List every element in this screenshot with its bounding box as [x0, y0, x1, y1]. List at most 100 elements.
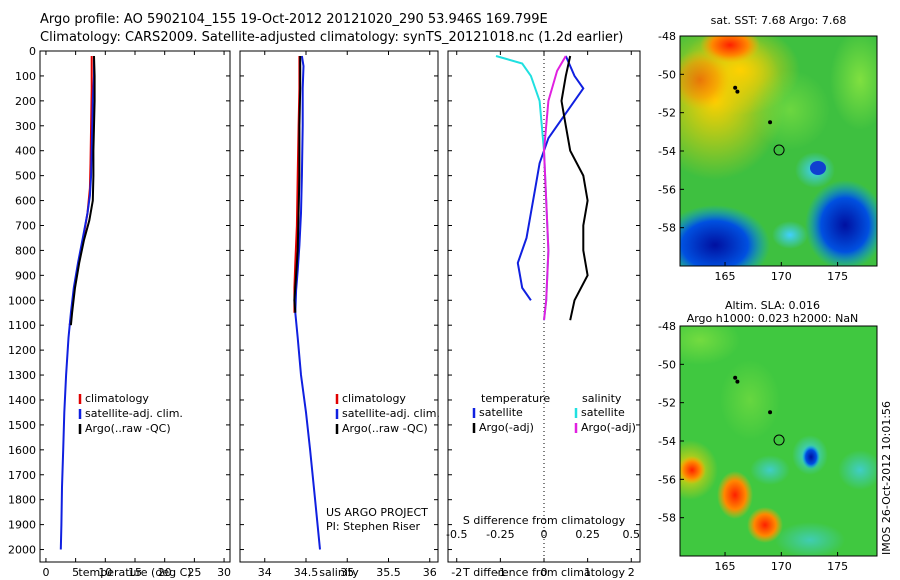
- track-point: [735, 379, 740, 384]
- climatology-title: Climatology: CARS2009. Satellite-adjuste…: [40, 30, 624, 45]
- map-y-tick-label: -58: [658, 512, 676, 525]
- y-tick-label: 1500: [8, 419, 36, 432]
- legend-title: temperature: [481, 392, 550, 405]
- y-tick-label: 700: [15, 219, 36, 232]
- map-x-tick-label: 165: [715, 270, 736, 283]
- x-tick-label: 15: [128, 566, 142, 579]
- side-label: IMOS 26-Oct-2012 10:01:56: [880, 401, 893, 555]
- x-tick-label: 35: [340, 566, 354, 579]
- legend-label: satellite: [581, 406, 625, 419]
- legend-label: Argo(-adj): [581, 421, 636, 434]
- map-y-tick-label: -52: [658, 107, 676, 120]
- x-tick-label: -1: [495, 566, 506, 579]
- map-y-tick-label: -58: [658, 222, 676, 235]
- s-axis-label: S difference from climatology: [463, 514, 626, 527]
- credit-line: PI: Stephen Riser: [326, 520, 421, 533]
- series-line: [59, 56, 95, 550]
- plot-frame: [447, 50, 641, 563]
- x-tick-label: 0: [42, 566, 49, 579]
- s-tick-label: 0: [541, 528, 548, 541]
- y-tick-label: 600: [15, 195, 36, 208]
- y-tick-label: 1400: [8, 394, 36, 407]
- x-tick-label: 2: [628, 566, 635, 579]
- s-tick-label: 0.5: [623, 528, 641, 541]
- s-tick-label: -0.25: [486, 528, 514, 541]
- map-subtitle: Argo h1000: 0.023 h2000: NaN: [687, 312, 859, 325]
- map-y-tick-label: -48: [658, 320, 676, 333]
- profile-title: Argo profile: AO 5902104_155 19-Oct-2012…: [40, 12, 548, 27]
- series-line: [69, 55, 96, 326]
- x-tick-label: -2: [451, 566, 462, 579]
- legend-label: climatology: [85, 392, 149, 405]
- credit-line: US ARGO PROJECT: [326, 506, 428, 519]
- y-tick-label: 400: [15, 145, 36, 158]
- x-tick-label: 10: [98, 566, 112, 579]
- x-axis-label: T difference from climatology: [462, 566, 625, 579]
- x-tick-label: 34: [258, 566, 272, 579]
- y-tick-label: 2000: [8, 544, 36, 557]
- x-tick-label: 35.5: [376, 566, 401, 579]
- s-tick-label: -0.5: [446, 528, 467, 541]
- track-point: [768, 120, 773, 125]
- x-axis-label: salinity: [319, 566, 359, 579]
- legend-label: Argo(..raw -QC): [342, 422, 428, 435]
- map-x-tick-label: 170: [771, 270, 792, 283]
- y-tick-label: 1300: [8, 369, 36, 382]
- x-tick-label: 0: [541, 566, 548, 579]
- series-line: [516, 55, 585, 301]
- y-tick-label: 1800: [8, 494, 36, 507]
- map-y-tick-label: -52: [658, 397, 676, 410]
- sst-field: [680, 36, 877, 266]
- legend-label: satellite: [479, 406, 523, 419]
- map-x-tick-label: 175: [827, 560, 848, 573]
- legend-title: salinity: [582, 392, 622, 405]
- profile-marker: [773, 144, 785, 156]
- x-tick-label: 20: [158, 566, 172, 579]
- map-title: Altim. SLA: 0.016: [725, 299, 820, 312]
- difference-panel: -2 -1 0 1 2T difference from climatology temp…: [446, 50, 641, 579]
- plot-frame: [239, 50, 439, 563]
- temperature-panel: 0 5 10 15 20 25 30 temperature (deg C) 0 100 200 30…: [8, 45, 231, 579]
- series-line: [542, 55, 567, 321]
- x-tick-label: 30: [217, 566, 231, 579]
- x-tick-label: 34.5: [294, 566, 319, 579]
- x-tick-label: 1: [584, 566, 591, 579]
- legend-label: satellite-adj. clim.: [342, 407, 440, 420]
- y-tick-label: 1600: [8, 444, 36, 457]
- y-tick-label: 1200: [8, 344, 36, 357]
- salinity-panel: 34 34.5 35 35.5 36 salinity climatology satelli…: [239, 50, 440, 579]
- sst-map: 165 170 175 -48 -50 -52 -54 -56 -58 sat. SST: 7.6…: [658, 14, 878, 283]
- s-tick-label: 0.25: [575, 528, 600, 541]
- track-point: [733, 85, 738, 90]
- legend-label: satellite-adj. clim.: [85, 407, 183, 420]
- profile-marker: [773, 434, 785, 446]
- track-point: [735, 89, 740, 94]
- x-tick-label: 25: [187, 566, 201, 579]
- x-axis-label: temperature (deg C): [78, 566, 191, 579]
- y-tick-label: 1700: [8, 469, 36, 482]
- x-tick-label: 36: [423, 566, 437, 579]
- map-y-tick-label: -54: [658, 145, 676, 158]
- plot-frame: [39, 50, 231, 563]
- series-line: [294, 55, 321, 550]
- map-x-tick-label: 165: [715, 560, 736, 573]
- map-y-tick-label: -54: [658, 435, 676, 448]
- y-tick-label: 900: [15, 269, 36, 282]
- y-tick-label: 200: [15, 95, 36, 108]
- x-tick-label: 5: [72, 566, 79, 579]
- y-tick-label: 1100: [8, 319, 36, 332]
- series-line: [293, 56, 302, 313]
- y-tick-label: 1900: [8, 519, 36, 532]
- series-line: [560, 55, 589, 321]
- map-y-tick-label: -50: [658, 358, 676, 371]
- map-y-tick-label: -56: [658, 183, 676, 196]
- y-tick-label: 0: [29, 45, 36, 58]
- y-tick-label: 500: [15, 170, 36, 183]
- y-tick-label: 100: [15, 70, 36, 83]
- y-tick-label: 800: [15, 244, 36, 257]
- map-x-tick-label: 175: [827, 270, 848, 283]
- legend-label: Argo(-adj): [479, 421, 534, 434]
- map-title: sat. SST: 7.68 Argo: 7.68: [711, 14, 847, 27]
- y-tick-label: 300: [15, 120, 36, 133]
